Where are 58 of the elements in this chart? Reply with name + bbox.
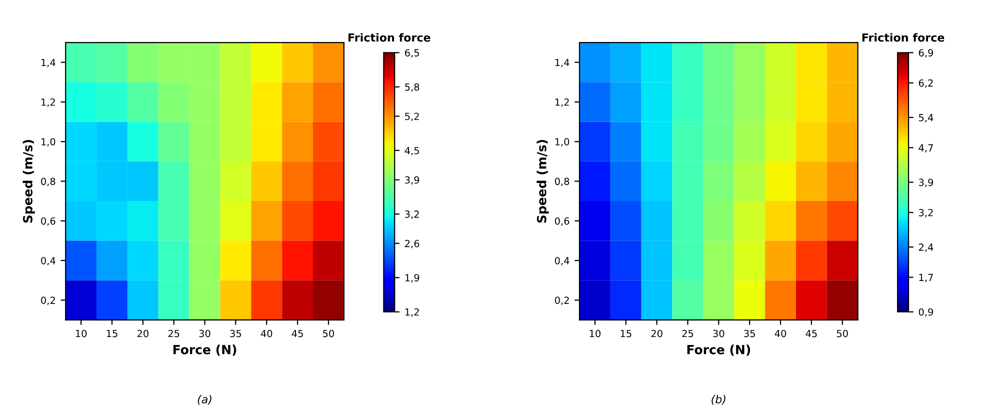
color-bar-label: 5,4 xyxy=(918,114,934,122)
color-bar-title: Friction force xyxy=(348,33,430,42)
y-tick-label: 0,2 xyxy=(41,296,55,305)
color-bar-label: 5,8 xyxy=(405,83,420,92)
text: (b) xyxy=(712,394,726,405)
x-tick-label: 30 xyxy=(713,330,724,338)
x-tick-label: 25 xyxy=(168,330,180,338)
color-bar-label: 0,9 xyxy=(918,308,934,317)
color-bar-label: 1,9 xyxy=(405,274,420,282)
y-tick-label: 1,0 xyxy=(41,138,56,146)
x-tick-label: 10 xyxy=(76,330,87,338)
color-bar-label: 6,2 xyxy=(918,79,933,88)
x-tick-label: 25 xyxy=(682,330,694,338)
y-axis-title: Speed (m/s) xyxy=(22,140,35,223)
x-tick-label: 40 xyxy=(774,330,786,338)
x-tick-label: 35 xyxy=(744,330,755,338)
color-bar-label: 6,5 xyxy=(405,49,419,58)
x-axis-title: Force (N) xyxy=(687,344,750,356)
y-axis-title: Speed (m/s) xyxy=(536,140,549,223)
color-bar-title: Friction force xyxy=(862,33,944,42)
text: (a) xyxy=(198,394,212,405)
color-bar-label: 4,5 xyxy=(404,147,419,156)
x-tick-label: 40 xyxy=(260,330,272,338)
x-tick-label: 15 xyxy=(620,330,632,338)
x-tick-label: 45 xyxy=(806,330,817,338)
color-bar-label: 1,7 xyxy=(919,274,933,282)
color-bar-label: 3,2 xyxy=(405,210,419,219)
color-bar-label: 3,9 xyxy=(405,176,420,185)
x-tick-label: 50 xyxy=(836,330,848,338)
x-tick-label: 20 xyxy=(137,330,148,338)
color-bar-label: 1,2 xyxy=(405,308,419,317)
y-tick-label: 1,0 xyxy=(555,138,570,146)
color-bar-label: 6,9 xyxy=(918,49,934,58)
color-bar-label: 4,7 xyxy=(918,144,933,153)
color-bar-label: 3,2 xyxy=(918,208,933,218)
x-tick-label: 15 xyxy=(106,330,118,338)
x-tick-label: 35 xyxy=(230,330,242,338)
color-bar-label: 2,4 xyxy=(918,244,934,252)
y-tick-label: 0,6 xyxy=(554,217,570,226)
y-tick-label: 0,2 xyxy=(554,296,569,305)
color-bar-label: 2,6 xyxy=(405,240,420,248)
y-tick-label: 0,8 xyxy=(41,178,56,186)
x-axis-title: Force (N) xyxy=(173,344,236,356)
y-tick-label: 0,4 xyxy=(554,256,570,266)
y-tick-label: 1,4 xyxy=(41,58,56,68)
x-tick-label: 50 xyxy=(323,330,334,338)
color-bar-label: 5,2 xyxy=(405,112,419,122)
y-tick-label: 0,4 xyxy=(41,256,56,266)
x-tick-label: 10 xyxy=(590,330,601,338)
color-bar-label: 3,9 xyxy=(918,178,934,188)
x-tick-label: 20 xyxy=(651,330,662,338)
y-tick-label: 0,8 xyxy=(554,178,570,186)
y-tick-label: 0,6 xyxy=(41,217,56,226)
y-tick-label: 1,4 xyxy=(555,58,570,68)
y-tick-label: 1,2 xyxy=(555,98,569,107)
y-tick-label: 1,2 xyxy=(41,98,55,107)
x-tick-label: 30 xyxy=(199,330,210,338)
x-tick-label: 45 xyxy=(292,330,303,338)
